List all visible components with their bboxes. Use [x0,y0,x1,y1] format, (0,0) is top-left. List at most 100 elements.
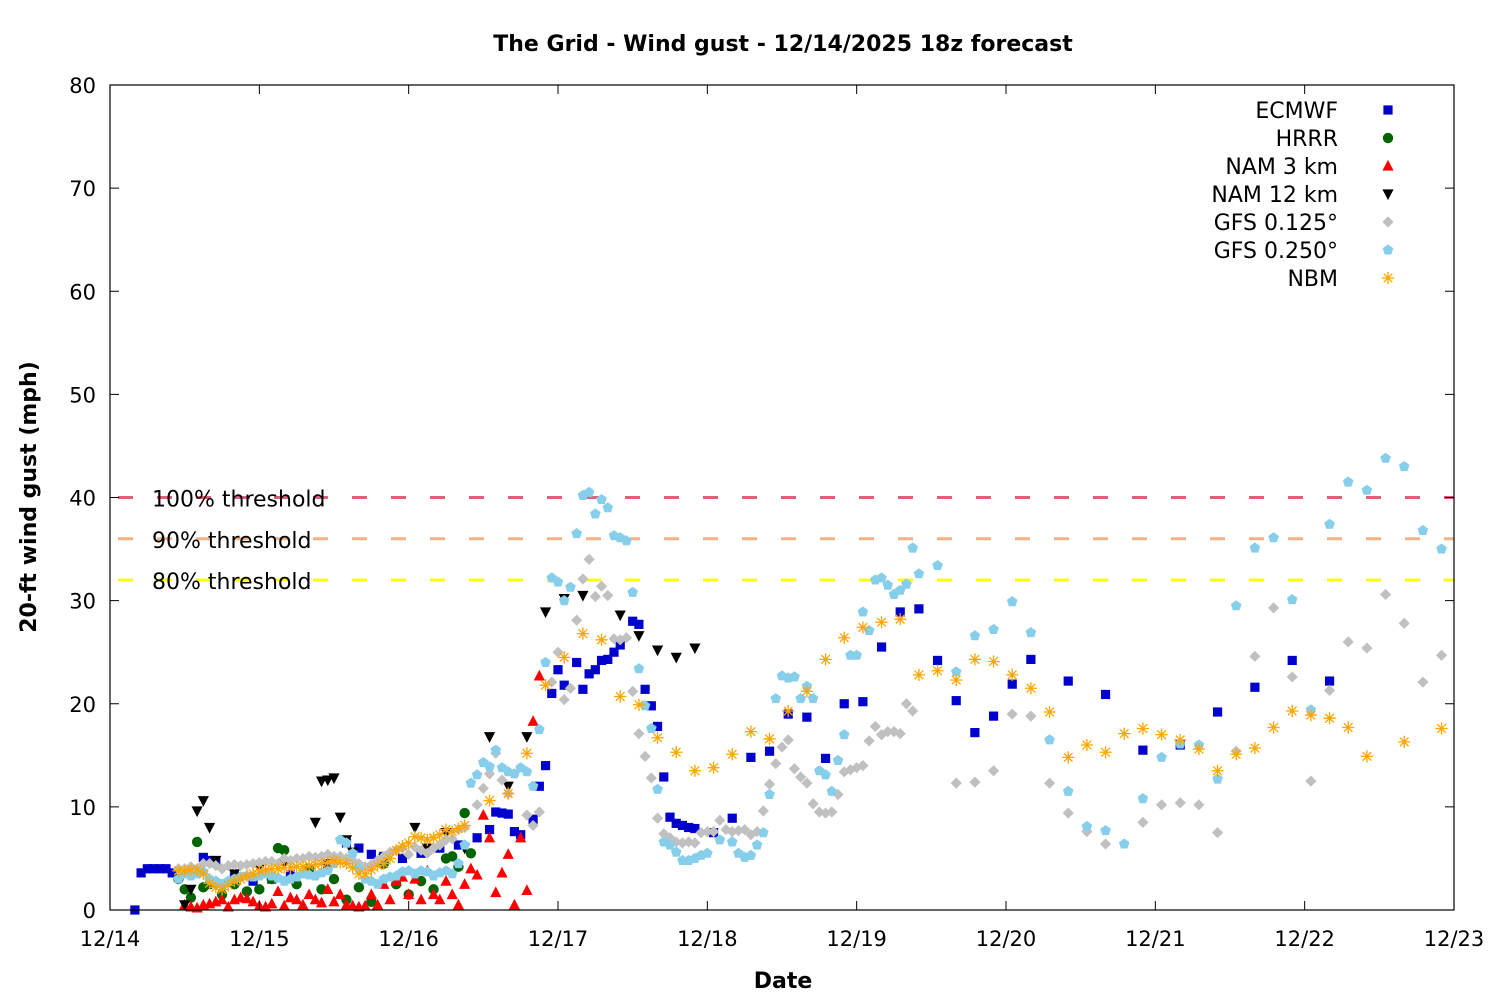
nbm-point [315,857,328,870]
gfs-0-250-point [832,754,844,765]
nam-3-km-point [371,898,384,910]
nbm-point [1398,735,1411,749]
ecmwf-point [932,655,943,666]
ecmwf-point [1250,682,1260,692]
gfs-0-125-point [639,750,651,762]
ecmwf-point [839,699,849,709]
nbm-point [1342,721,1355,734]
nam-3-km-point [359,899,371,911]
ecmwf-point [453,840,464,850]
gfs-0-125-point [707,826,720,838]
ecmwf-point [858,697,868,707]
ecmwf-point [584,669,594,679]
gfs-0-125-point [900,698,913,710]
gfs-0-125-point [1286,671,1298,683]
gfs-0-125-point [770,757,782,770]
nbm-point [284,861,297,874]
nbm-point [950,673,963,687]
hrrr-point [191,836,203,848]
nam-3-km-point [427,888,440,900]
ecmwf-point [727,813,737,823]
nbm-point [1323,712,1336,725]
nam-3-km-point [303,888,315,900]
ecmwf-point [491,807,501,817]
ecmwf-point [1212,707,1223,717]
nam-3-km-point [272,885,284,897]
ecmwf-point [472,833,482,843]
nbm-point [247,867,260,881]
gfs-0-250-point [758,827,769,838]
nbm-point [1248,741,1261,755]
nam-3-km-point [446,888,458,900]
gfs-0-250-point [1137,793,1149,804]
nbm-point [215,883,229,896]
nam-12-km-point [185,884,197,896]
nbm-point [595,633,608,646]
nbm-point [203,877,216,890]
gfs-0-250-point [652,783,663,794]
nbm-point [327,854,341,867]
nam-3-km-point [459,878,471,889]
ecmwf-point [802,712,812,722]
ecmwf-point [509,827,520,837]
gfs-0-250-point [1044,734,1055,745]
gfs-0-250-point [1436,543,1447,554]
nbm-point [1192,743,1205,756]
gfs-0-125-point [521,809,533,821]
ecmwf-point [366,849,376,859]
ecmwf-point [690,823,700,834]
ecmwf-point [578,684,588,694]
nbm-point [838,631,851,644]
nbm-point [819,653,832,666]
nbm-point [209,881,222,894]
legend-marker-gfs-0-125 [1382,216,1394,228]
ecmwf-point [603,654,613,665]
hrrr-point [459,807,470,819]
nbm-point [1360,750,1373,763]
axes: 0 10 20 30 40 50 60 70 80 12/14 12/15 12/16 12/17 12/… [69,74,1484,951]
gfs-0-125-point [259,855,272,868]
x-tick-label: 12/19 [826,927,887,951]
nbm-point [172,864,185,877]
gfs-0-125-point [291,852,303,865]
ecmwf-point [136,868,146,878]
gfs-0-125-point [1137,816,1149,828]
nbm-point [253,864,266,877]
gfs-0-250-point [341,837,352,848]
gfs-0-250-point [484,761,495,772]
gfs-0-125-point [558,694,570,706]
ecmwf-point [746,752,756,762]
gfs-0-125-point [739,823,751,836]
y-tick-label: 60 [69,280,96,304]
ecmwf-point [1100,689,1111,700]
gfs-0-250-point [621,535,632,546]
nbm-point [271,862,285,875]
threshold-label: 80% threshold [152,570,312,595]
gfs-0-125-point [1361,642,1373,654]
legend-label: NAM 12 km [1211,183,1338,208]
gfs-0-250-point [1361,484,1373,495]
nbm-point [1267,721,1280,734]
x-tick-label: 12/14 [80,927,141,951]
nam-3-km-point [334,888,346,900]
gfs-0-125-point [645,772,657,784]
nam-3-km-point [502,848,514,859]
nam-3-km-point [415,893,427,905]
gfs-0-125-point [1193,799,1205,811]
gfs-0-250-point [789,671,800,682]
hrrr-point [415,875,427,887]
nbm-point [1174,733,1187,746]
gfs-0-125-point [1417,676,1429,688]
nam-12-km-point [633,631,645,642]
nbm-point [396,839,409,853]
nam-3-km-point [278,899,290,911]
nbm-point [346,861,359,874]
gfs-0-125-point [813,806,825,818]
gfs-0-250-point [571,528,582,539]
ecmwf-point [534,781,544,791]
legend-label: ECMWF [1255,99,1338,124]
series-nam-3-km [179,669,545,913]
nam-3-km-point [247,895,259,907]
y-tick-label: 30 [69,590,96,614]
